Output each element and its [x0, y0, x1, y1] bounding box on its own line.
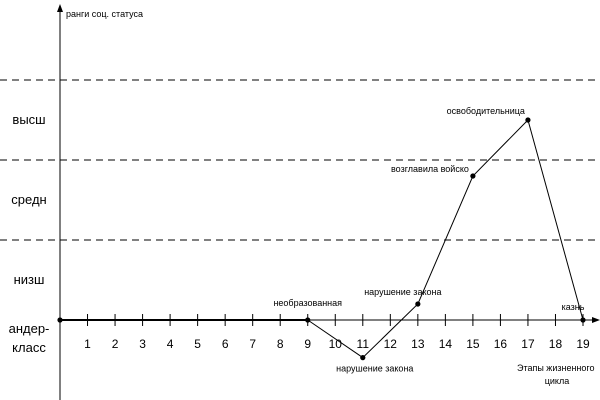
x-tick-label: 1 — [84, 337, 91, 351]
y-axis-arrow — [57, 4, 63, 12]
x-tick-label: 17 — [521, 337, 535, 351]
y-band-label-line: высш — [12, 112, 45, 127]
point-labels: необразованная нарушение закона нарушение … — [273, 106, 584, 374]
y-band-label-line: андер- — [9, 321, 50, 336]
point-label: освободительница — [447, 106, 525, 116]
x-ticks: 1 2 3 4 5 6 7 8 9 10 11 12 13 14 15 16 17 18 19 — [84, 314, 590, 351]
x-tick-label: 11 — [357, 337, 370, 351]
x-tick-label: 10 — [329, 337, 343, 351]
x-tick-label: 5 — [194, 337, 201, 351]
y-band-label-line: класс — [12, 340, 46, 355]
x-axis-label-line-2: цикла — [545, 376, 569, 386]
x-axis-label-line-1: Этапы жизненного — [517, 363, 595, 373]
x-tick-label: 7 — [249, 337, 256, 351]
x-tick-label: 6 — [222, 337, 229, 351]
y-band-label-line: низш — [14, 272, 45, 287]
y-band-labels: андер-класс низш средн высш — [9, 112, 50, 355]
x-axis-label: Этапы жизненного цикла — [517, 363, 597, 386]
x-tick-label: 4 — [167, 337, 174, 351]
x-axis-arrow — [592, 317, 600, 323]
data-point — [415, 301, 421, 307]
x-tick-label: 19 — [576, 337, 590, 351]
y-band-label: низш — [14, 272, 45, 287]
x-tick-label: 14 — [439, 337, 453, 351]
y-band-label: андер-класс — [9, 321, 50, 355]
y-band-label: средн — [11, 192, 46, 207]
point-label: возглавила войско — [391, 164, 469, 174]
y-axis-label: ранги соц. статуса — [66, 9, 143, 19]
x-tick-label: 13 — [411, 337, 425, 351]
point-label: необразованная — [273, 298, 342, 308]
data-point — [525, 117, 531, 123]
x-tick-label: 15 — [466, 337, 480, 351]
data-point — [580, 317, 586, 323]
x-tick-label: 12 — [384, 337, 398, 351]
data-point — [57, 317, 63, 323]
x-tick-label: 18 — [549, 337, 563, 351]
point-label: нарушение закона — [364, 287, 441, 297]
x-tick-label: 8 — [277, 337, 284, 351]
point-label: нарушение закона — [336, 364, 413, 374]
point-label: казнь — [562, 302, 585, 312]
x-tick-label: 3 — [139, 337, 146, 351]
data-point — [470, 173, 476, 179]
status-series — [57, 117, 586, 361]
y-band-label: высш — [12, 112, 45, 127]
x-tick-label: 2 — [112, 337, 119, 351]
data-point — [305, 317, 311, 323]
status-line — [307, 119, 584, 359]
x-tick-label: 9 — [304, 337, 311, 351]
grid-lines — [0, 79, 600, 241]
y-band-label-line: средн — [11, 192, 46, 207]
x-tick-label: 16 — [494, 337, 508, 351]
data-point — [360, 355, 366, 361]
